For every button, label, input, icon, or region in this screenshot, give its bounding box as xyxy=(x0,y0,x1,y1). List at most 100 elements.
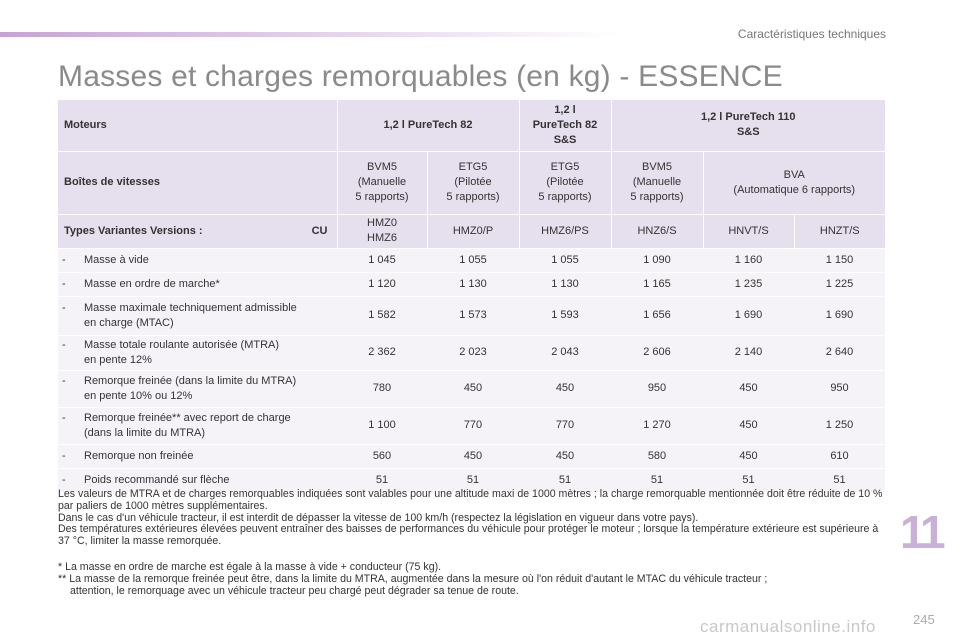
value-cell: 2 023 xyxy=(427,335,519,371)
page-title: Masses et charges remorquables (en kg) -… xyxy=(58,60,783,93)
table-row: - Remorque freinée (dans la limite du MTR… xyxy=(58,370,885,408)
row-dash: - xyxy=(62,277,66,290)
row-label: Remorque freinée (dans la limite du MTRA… xyxy=(84,374,296,404)
gearbox-line: BVM5 xyxy=(367,161,397,173)
footnote-2-continued: attention, le remorquage avec un véhicul… xyxy=(70,585,519,597)
gearbox-line: (Pilotée xyxy=(454,176,492,188)
value-cell: 770 xyxy=(519,407,611,445)
value-cell: 450 xyxy=(519,444,611,469)
table-row: - Masse maximale techniquement admissible… xyxy=(58,296,885,336)
moteurs-label: Moteurs xyxy=(58,100,337,152)
chapter-number: 11 xyxy=(900,506,946,558)
type-cell: HMZ0/P xyxy=(426,214,519,249)
row-label-line-2: (dans la limite du MTRA) xyxy=(84,426,206,439)
types-label: Types Variantes Versions : xyxy=(64,224,203,237)
value-cell: 1 055 xyxy=(519,248,611,273)
value-cell: 450 xyxy=(427,370,519,408)
footnote-1: * La masse en ordre de marche est égale … xyxy=(58,561,442,573)
row-dash: - xyxy=(62,411,66,424)
row-dash: - xyxy=(62,374,66,387)
type-cell: HMZ0 HMZ6 xyxy=(336,214,427,249)
section-header: Caractéristiques techniques xyxy=(737,27,886,41)
type-line: HMZ0 xyxy=(367,217,397,229)
gearbox-line: BVM5 xyxy=(642,161,672,173)
value-cell: 1 130 xyxy=(519,272,611,297)
value-cell: 450 xyxy=(427,444,519,469)
row-label: Masse maximale techniquement admissible e… xyxy=(84,301,297,331)
row-label: Masse en ordre de marche* xyxy=(84,277,220,292)
row-label-line-1: Masse totale roulante autorisée (MTRA) xyxy=(84,338,280,351)
engine-2-line-1: 1,2 l xyxy=(554,103,576,116)
value-cell: 51 xyxy=(427,468,519,493)
row-label-cell: - Masse en ordre de marche* xyxy=(58,272,337,297)
row-label-line-1: Masse en ordre de marche* xyxy=(84,277,220,290)
type-line: HMZ6 xyxy=(367,232,397,244)
boites-label: Boîtes de vitesses xyxy=(58,151,337,215)
row-dash: - xyxy=(62,253,66,266)
type-cell: HNZ6/S xyxy=(610,214,703,249)
gearbox-line: 5 rapports) xyxy=(355,191,409,203)
row-label-cell: - Remorque non freinée xyxy=(58,444,337,469)
value-cell: 2 640 xyxy=(794,335,885,371)
gearbox-line: (Manuelle xyxy=(357,176,407,188)
gearbox-cell: ETG5 (Pilotée 5 rapports) xyxy=(518,151,611,215)
engine-header-2: 1,2 l PureTech 82 S&S xyxy=(518,100,611,152)
gearbox-line: 5 rapports) xyxy=(446,191,500,203)
value-cell: 1 150 xyxy=(794,248,885,273)
value-cell: 950 xyxy=(611,370,703,408)
value-cell: 51 xyxy=(794,468,885,493)
gearbox-cell: ETG5 (Pilotée 5 rapports) xyxy=(426,151,519,215)
value-cell: 2 606 xyxy=(611,335,703,371)
value-cell: 1 690 xyxy=(703,296,794,336)
row-label-line-1: Masse maximale techniquement admissible xyxy=(84,301,297,314)
engine-header-1: 1,2 l PureTech 82 xyxy=(336,100,519,152)
footnotes-block: * La masse en ordre de marche est égale … xyxy=(58,561,888,597)
row-dash: - xyxy=(62,301,66,314)
table-row: - Poids recommandé sur flèche 51 51 51 51 51 51 xyxy=(58,468,885,493)
row-label-cell: - Masse maximale techniquement admissible… xyxy=(58,296,337,336)
specs-table: Moteurs 1,2 l PureTech 82 1,2 l PureTech… xyxy=(58,100,885,493)
gearbox-cell: BVM5 (Manuelle 5 rapports) xyxy=(610,151,703,215)
table-row: - Remorque non freinée 560 450 450 580 450 610 xyxy=(58,444,885,469)
value-cell: 580 xyxy=(611,444,703,469)
value-cell: 1 593 xyxy=(519,296,611,336)
watermark: carmanualsonline.info xyxy=(700,617,876,636)
value-cell: 1 250 xyxy=(794,407,885,445)
gearbox-line: (Manuelle xyxy=(632,176,682,188)
type-cell: HMZ6/PS xyxy=(518,214,611,249)
table-row: - Masse totale roulante autorisée (MTRA) e… xyxy=(58,335,885,371)
row-label: Masse à vide xyxy=(84,253,149,268)
page-number: 245 xyxy=(913,612,935,627)
gearbox-cell: BVA (Automatique 6 rapports) xyxy=(702,151,885,215)
value-cell: 1 656 xyxy=(611,296,703,336)
row-label: Remorque non freinée xyxy=(84,449,193,464)
row-label-line-2: en charge (MTAC) xyxy=(84,316,174,329)
notes-block: Les valeurs de MTRA et de charges remorq… xyxy=(58,488,888,548)
row-label-cell: - Masse totale roulante autorisée (MTRA) e… xyxy=(58,335,337,371)
row-label-line-1: Remorque freinée (dans la limite du MTRA… xyxy=(84,374,297,387)
gearbox-line: (Pilotée xyxy=(546,176,584,188)
value-cell: 450 xyxy=(703,370,794,408)
row-label-line-1: Poids recommandé sur flèche xyxy=(84,473,230,486)
value-cell: 1 582 xyxy=(337,296,427,336)
row-label-cell: - Remorque freinée** avec report de charg… xyxy=(58,407,337,445)
value-cell: 1 120 xyxy=(337,272,427,297)
row-label-cell: - Remorque freinée (dans la limite du MTR… xyxy=(58,370,337,408)
types-label-cell: Types Variantes Versions : CU xyxy=(58,214,337,249)
gearbox-line: 5 rapports) xyxy=(538,191,592,203)
value-cell: 1 100 xyxy=(337,407,427,445)
value-cell: 560 xyxy=(337,444,427,469)
gearbox-line: BVA xyxy=(783,168,805,181)
value-cell: 780 xyxy=(337,370,427,408)
engine-header-3: 1,2 l PureTech 110 S&S xyxy=(610,100,885,152)
value-cell: 1 235 xyxy=(703,272,794,297)
value-cell: 1 573 xyxy=(427,296,519,336)
type-cell: HNVT/S xyxy=(702,214,794,249)
note-speed: Dans le cas d'un véhicule tracteur, il e… xyxy=(58,511,699,524)
value-cell: 1 045 xyxy=(337,248,427,273)
note-temperature: Des températures extérieures élevées peu… xyxy=(58,523,879,548)
value-cell: 51 xyxy=(337,468,427,493)
note-altitude: Les valeurs de MTRA et de charges remorq… xyxy=(58,488,883,512)
value-cell: 610 xyxy=(794,444,885,469)
gearbox-line: ETG5 xyxy=(550,161,580,173)
